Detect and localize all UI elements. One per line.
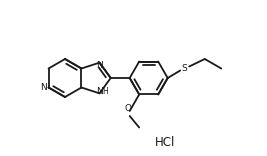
Text: N: N — [96, 87, 103, 96]
Text: O: O — [124, 104, 131, 113]
Text: HCl: HCl — [155, 136, 175, 149]
Text: N: N — [96, 61, 103, 70]
Text: H: H — [103, 87, 108, 96]
Text: S: S — [181, 64, 187, 73]
Text: N: N — [40, 83, 46, 92]
